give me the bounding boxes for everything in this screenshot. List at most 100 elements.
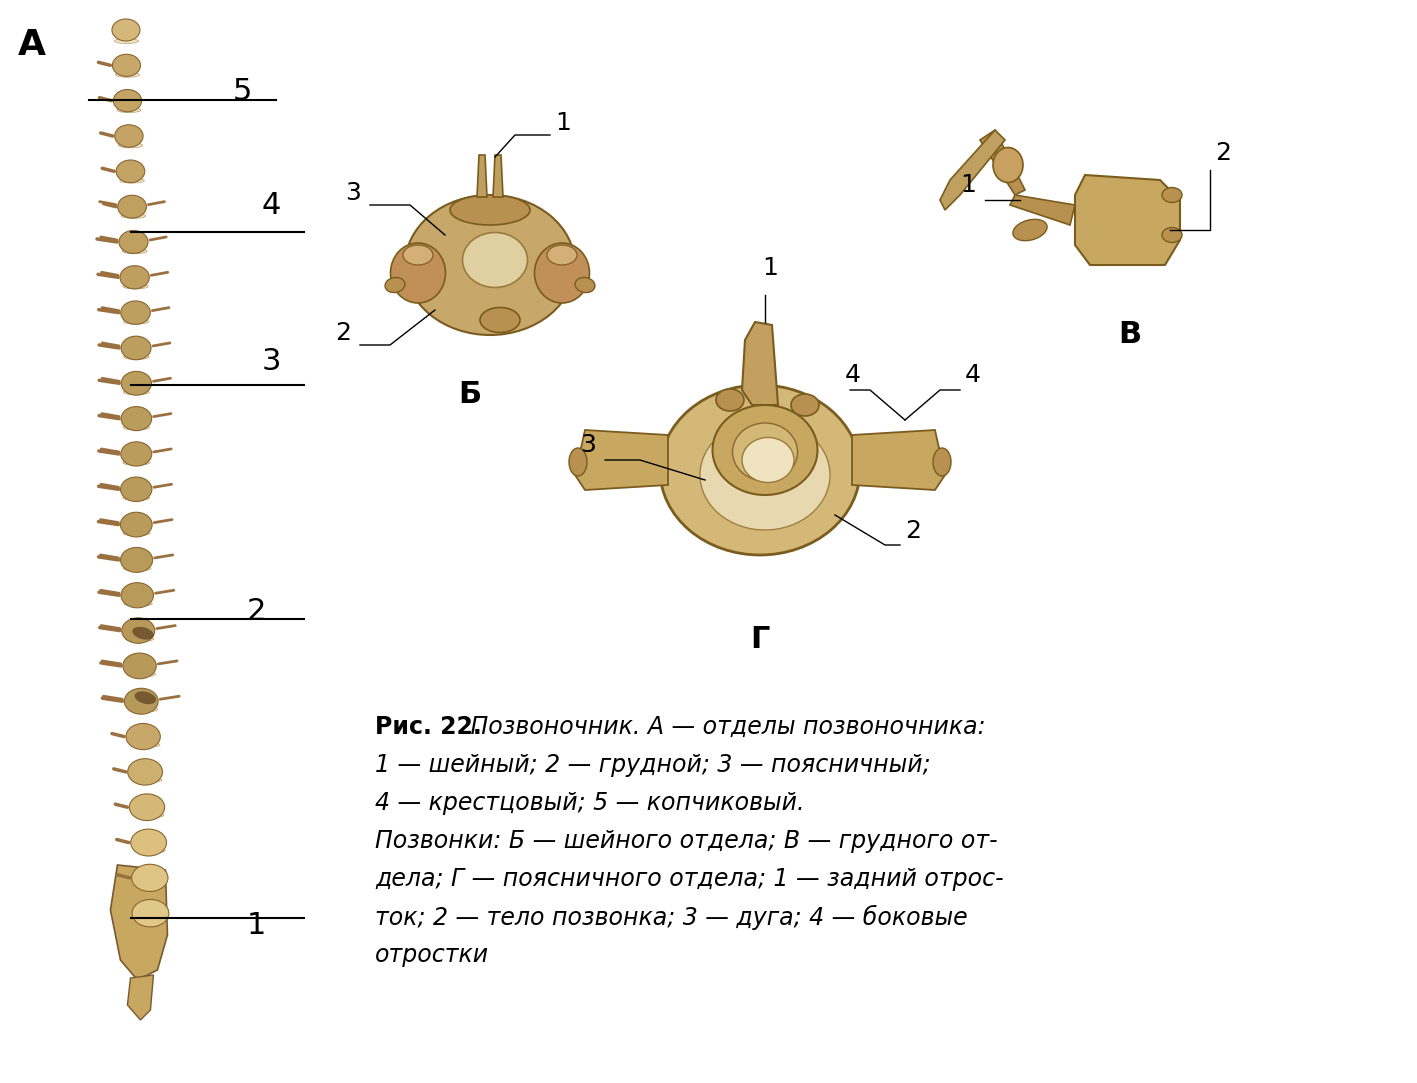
Text: В: В bbox=[1118, 319, 1142, 349]
Ellipse shape bbox=[123, 496, 150, 500]
Ellipse shape bbox=[716, 389, 744, 412]
Ellipse shape bbox=[123, 566, 152, 571]
Ellipse shape bbox=[402, 245, 434, 265]
Polygon shape bbox=[111, 865, 167, 980]
Ellipse shape bbox=[122, 249, 147, 253]
Polygon shape bbox=[128, 975, 153, 1020]
Ellipse shape bbox=[130, 742, 160, 747]
Ellipse shape bbox=[118, 195, 146, 218]
Ellipse shape bbox=[126, 723, 160, 749]
Ellipse shape bbox=[462, 233, 527, 287]
Ellipse shape bbox=[575, 277, 595, 292]
Text: 1: 1 bbox=[555, 110, 571, 135]
Text: 1: 1 bbox=[762, 256, 778, 280]
Polygon shape bbox=[981, 130, 1024, 195]
Ellipse shape bbox=[120, 547, 153, 573]
Text: Рис. 22.: Рис. 22. bbox=[376, 715, 482, 739]
Polygon shape bbox=[478, 155, 487, 197]
Text: 5: 5 bbox=[232, 78, 252, 106]
Ellipse shape bbox=[135, 848, 166, 853]
Ellipse shape bbox=[743, 438, 794, 483]
Ellipse shape bbox=[547, 245, 577, 265]
Ellipse shape bbox=[120, 178, 145, 183]
Text: Позвоночник. А — отделы позвоночника:: Позвоночник. А — отделы позвоночника: bbox=[463, 715, 986, 739]
Text: 1: 1 bbox=[959, 173, 976, 197]
Ellipse shape bbox=[112, 54, 140, 77]
Ellipse shape bbox=[120, 583, 153, 608]
Ellipse shape bbox=[660, 384, 860, 554]
Ellipse shape bbox=[120, 265, 149, 289]
Text: Г: Г bbox=[751, 625, 769, 654]
Ellipse shape bbox=[135, 691, 156, 704]
Ellipse shape bbox=[128, 671, 156, 677]
Ellipse shape bbox=[123, 425, 149, 430]
Text: А: А bbox=[18, 28, 45, 62]
Ellipse shape bbox=[733, 423, 798, 481]
Ellipse shape bbox=[130, 830, 167, 856]
Ellipse shape bbox=[122, 618, 154, 643]
Ellipse shape bbox=[932, 448, 951, 477]
Ellipse shape bbox=[120, 512, 152, 537]
Text: 4: 4 bbox=[262, 191, 282, 220]
Text: 4 — крестцовый; 5 — копчиковый.: 4 — крестцовый; 5 — копчиковый. bbox=[376, 791, 805, 815]
Text: ток; 2 — тело позвонка; 3 — дуга; 4 — боковые: ток; 2 — тело позвонка; 3 — дуга; 4 — бо… bbox=[376, 905, 968, 930]
Ellipse shape bbox=[116, 160, 145, 183]
Ellipse shape bbox=[451, 195, 530, 225]
Ellipse shape bbox=[120, 336, 152, 360]
Ellipse shape bbox=[132, 864, 169, 891]
Text: отростки: отростки bbox=[376, 943, 489, 967]
Polygon shape bbox=[493, 155, 503, 197]
Ellipse shape bbox=[123, 653, 156, 679]
Polygon shape bbox=[1010, 195, 1076, 225]
Ellipse shape bbox=[123, 390, 149, 394]
Ellipse shape bbox=[125, 637, 154, 641]
Text: 3: 3 bbox=[262, 348, 282, 377]
Ellipse shape bbox=[112, 19, 140, 41]
Ellipse shape bbox=[1162, 187, 1182, 203]
Ellipse shape bbox=[123, 460, 150, 466]
Ellipse shape bbox=[133, 812, 164, 818]
Ellipse shape bbox=[1013, 220, 1047, 240]
Polygon shape bbox=[852, 430, 945, 490]
Text: 2: 2 bbox=[1214, 141, 1231, 165]
Ellipse shape bbox=[391, 243, 445, 303]
Ellipse shape bbox=[119, 143, 143, 148]
Ellipse shape bbox=[120, 477, 152, 501]
Ellipse shape bbox=[123, 319, 149, 324]
Ellipse shape bbox=[115, 125, 143, 147]
Ellipse shape bbox=[123, 284, 149, 289]
Ellipse shape bbox=[119, 231, 147, 253]
Text: Б: Б bbox=[459, 380, 482, 409]
Text: 2: 2 bbox=[905, 519, 921, 543]
Polygon shape bbox=[1076, 175, 1180, 265]
Ellipse shape bbox=[125, 689, 159, 714]
Ellipse shape bbox=[791, 394, 819, 416]
Polygon shape bbox=[939, 130, 1005, 210]
Ellipse shape bbox=[132, 900, 169, 927]
Text: 2: 2 bbox=[247, 597, 266, 626]
Ellipse shape bbox=[120, 442, 152, 466]
Text: 3: 3 bbox=[344, 181, 361, 205]
Ellipse shape bbox=[570, 448, 587, 477]
Ellipse shape bbox=[116, 73, 139, 77]
Ellipse shape bbox=[480, 308, 520, 332]
Ellipse shape bbox=[120, 406, 152, 431]
Ellipse shape bbox=[405, 195, 575, 335]
Ellipse shape bbox=[1162, 227, 1182, 243]
Ellipse shape bbox=[129, 707, 157, 712]
Text: 1: 1 bbox=[247, 911, 266, 939]
Text: Позвонки: Б — шейного отдела; В — грудного от-: Позвонки: Б — шейного отдела; В — грудно… bbox=[376, 828, 998, 853]
Ellipse shape bbox=[128, 759, 163, 785]
Ellipse shape bbox=[385, 277, 405, 292]
Ellipse shape bbox=[120, 301, 150, 324]
Ellipse shape bbox=[122, 371, 152, 395]
Polygon shape bbox=[575, 430, 667, 490]
Ellipse shape bbox=[116, 107, 140, 113]
Ellipse shape bbox=[115, 39, 139, 43]
Text: 1 — шейный; 2 — грудной; 3 — поясничный;: 1 — шейный; 2 — грудной; 3 — поясничный; bbox=[376, 753, 931, 777]
Text: 4: 4 bbox=[965, 363, 981, 387]
Ellipse shape bbox=[125, 601, 152, 606]
Text: 2: 2 bbox=[334, 321, 351, 345]
Polygon shape bbox=[743, 322, 778, 405]
Text: 3: 3 bbox=[580, 433, 597, 457]
